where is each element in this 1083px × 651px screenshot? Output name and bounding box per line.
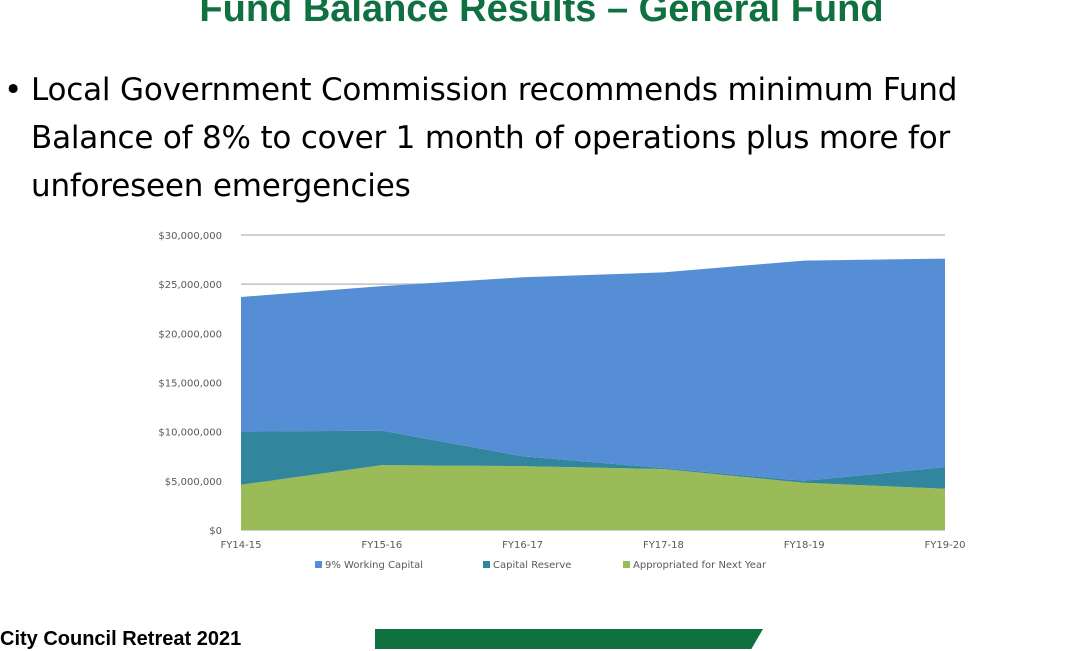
x-tick-label: FY17-18 xyxy=(643,540,684,551)
legend-swatch xyxy=(623,561,630,568)
bullet-icon: • xyxy=(4,72,23,108)
y-tick-label: $0 xyxy=(209,526,222,537)
legend-label: Capital Reserve xyxy=(493,560,571,571)
legend-swatch xyxy=(315,561,322,568)
y-tick-label: $25,000,000 xyxy=(158,280,222,291)
x-tick-label: FY15-16 xyxy=(361,540,402,551)
y-tick-label: $30,000,000 xyxy=(158,231,222,242)
x-tick-label: FY14-15 xyxy=(221,540,262,551)
y-tick-label: $10,000,000 xyxy=(158,428,222,439)
y-tick-label: $20,000,000 xyxy=(158,329,222,340)
y-tick-label: $5,000,000 xyxy=(165,477,222,488)
x-tick-label: FY19-20 xyxy=(925,540,966,551)
legend-swatch xyxy=(483,561,490,568)
legend-label: Appropriated for Next Year xyxy=(633,560,767,571)
x-tick-label: FY18-19 xyxy=(784,540,825,551)
area-9-working-capital xyxy=(241,258,945,481)
x-tick-label: FY16-17 xyxy=(502,540,543,551)
bullet-text: Local Government Commission recommends m… xyxy=(31,72,958,204)
y-tick-label: $15,000,000 xyxy=(158,379,222,390)
area-capital-reserve xyxy=(241,430,945,489)
legend-label: 9% Working Capital xyxy=(325,560,423,571)
area-appropriated-for-next-year xyxy=(241,465,945,530)
slide-title: Fund Balance Results – General Fund xyxy=(199,0,884,30)
footer-banner xyxy=(375,629,763,649)
